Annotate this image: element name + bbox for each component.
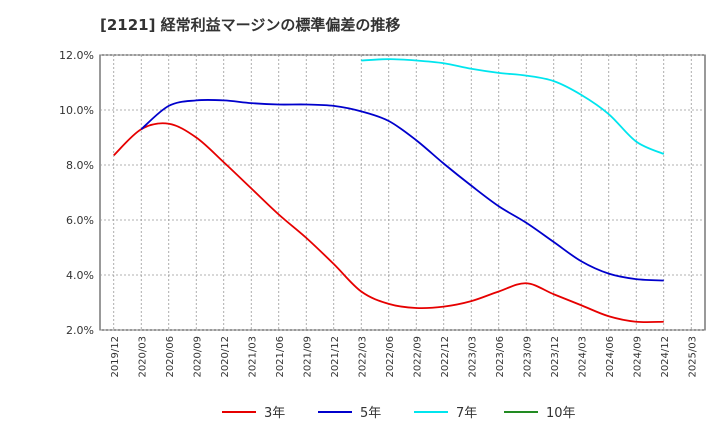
x-tick-label: 2021/03 xyxy=(247,336,258,378)
x-tick-label: 2021/12 xyxy=(330,336,341,378)
x-tick-label: 2025/03 xyxy=(687,336,698,378)
series-line-3 xyxy=(361,58,665,155)
series-line-1 xyxy=(113,122,664,324)
x-tick-label: 2020/06 xyxy=(165,336,176,378)
y-tick-label: 2.0% xyxy=(66,324,94,337)
y-tick-label: 6.0% xyxy=(66,214,94,227)
x-tick-label: 2020/09 xyxy=(192,336,203,378)
x-tick-label: 2022/03 xyxy=(357,336,368,378)
y-axis-ticks: 2.0% 4.0% 6.0% 8.0% 10.0% 12.0% xyxy=(59,49,94,337)
x-tick-label: 2024/12 xyxy=(660,336,671,378)
x-tick-label: 2023/06 xyxy=(495,336,506,378)
legend-label-1: 3年 xyxy=(264,406,285,421)
chart-title: [2121] 経常利益マージンの標準偏差の推移 xyxy=(100,16,400,34)
x-axis-ticks: 2019/12 2020/03 2020/06 2020/09 2020/12 2021/… xyxy=(110,336,699,378)
y-tick-label: 12.0% xyxy=(59,49,94,62)
x-tick-label: 2021/06 xyxy=(275,336,286,378)
y-tick-label: 8.0% xyxy=(66,159,94,172)
legend-label-4: 10年 xyxy=(546,406,576,421)
legend: 3年 5年 7年 10年 xyxy=(222,406,576,421)
x-tick-label: 2020/03 xyxy=(137,336,148,378)
x-tick-label: 2023/03 xyxy=(467,336,478,378)
x-tick-label: 2022/09 xyxy=(412,336,423,378)
x-tick-label: 2023/12 xyxy=(550,336,561,378)
legend-label-2: 5年 xyxy=(360,406,381,421)
series-lines xyxy=(113,58,665,324)
x-tick-label: 2024/03 xyxy=(577,336,588,378)
x-tick-label: 2024/09 xyxy=(632,336,643,378)
grid xyxy=(100,54,705,331)
x-tick-label: 2021/09 xyxy=(302,336,313,378)
x-tick-label: 2020/12 xyxy=(220,336,231,378)
x-tick-label: 2022/06 xyxy=(385,336,396,378)
y-tick-label: 4.0% xyxy=(66,269,94,282)
x-tick-label: 2019/12 xyxy=(110,336,121,378)
y-tick-label: 10.0% xyxy=(59,104,94,117)
x-tick-label: 2024/06 xyxy=(605,336,616,378)
legend-label-3: 7年 xyxy=(456,406,477,421)
series-line-2 xyxy=(140,98,664,282)
plot-area xyxy=(99,54,706,331)
x-tick-label: 2022/12 xyxy=(440,336,451,378)
x-tick-label: 2023/09 xyxy=(522,336,533,378)
